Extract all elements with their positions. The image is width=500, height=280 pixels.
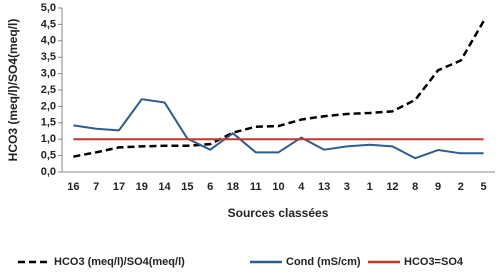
x-tick-label: 1: [367, 181, 373, 193]
y-tick-label: 1,0: [41, 133, 56, 145]
series-line: [73, 98, 484, 160]
x-tick-label: 13: [318, 181, 330, 193]
x-tick-label: 12: [386, 181, 398, 193]
x-tick-label: 17: [113, 181, 125, 193]
x-tick-label: 2: [458, 181, 464, 193]
y-tick-label: 2,5: [41, 84, 56, 96]
y-tick-label: 3,0: [41, 68, 56, 80]
x-tick-label: 9: [435, 181, 441, 193]
y-tick-label: 4,5: [41, 18, 56, 30]
y-tick-label: 0,0: [41, 166, 56, 178]
x-tick-label: 8: [412, 181, 418, 193]
y-tick-label: 0,5: [41, 150, 56, 162]
legend-label: Cond (mS/cm): [286, 256, 361, 268]
y-tick-label: 4,0: [41, 35, 56, 47]
x-tick-label: 4: [298, 181, 305, 193]
x-tick-label: 15: [181, 181, 193, 193]
legend-label: HCO3=SO4: [404, 256, 464, 268]
x-tick-label: 7: [93, 181, 99, 193]
x-tick-label: 16: [67, 181, 79, 193]
x-tick-label: 3: [344, 181, 350, 193]
x-tick-label: 19: [136, 181, 148, 193]
y-axis-title: HCO3 (meq/l)/SO4(meq/l): [6, 19, 20, 162]
y-tick-label: 3,5: [41, 51, 56, 63]
y-tick-label: 1,5: [41, 117, 56, 129]
series-line: [73, 20, 485, 158]
x-axis-title: Sources classées: [228, 206, 329, 220]
y-tick-label: 2,0: [41, 100, 56, 112]
y-tick-label: 5,0: [41, 2, 56, 14]
x-tick-label: 10: [272, 181, 284, 193]
x-tick-label: 6: [207, 181, 213, 193]
legend-label: HCO3 (meq/l)/SO4(meq/l): [54, 256, 185, 268]
x-tick-label: 5: [481, 181, 487, 193]
x-tick-label: 18: [227, 181, 239, 193]
x-tick-label: 14: [158, 181, 171, 193]
x-tick-label: 11: [250, 181, 262, 193]
